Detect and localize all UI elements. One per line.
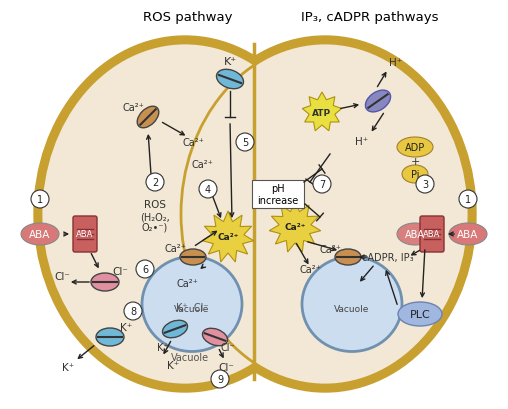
Text: Pi: Pi xyxy=(411,170,419,180)
Text: 7: 7 xyxy=(319,180,325,189)
Ellipse shape xyxy=(137,107,159,128)
Text: Ca²⁺: Ca²⁺ xyxy=(176,278,198,288)
Ellipse shape xyxy=(142,257,242,352)
Text: K⁺: K⁺ xyxy=(224,57,237,67)
Ellipse shape xyxy=(398,302,442,326)
Circle shape xyxy=(211,370,229,388)
Text: Vacuole: Vacuole xyxy=(174,305,210,314)
Ellipse shape xyxy=(180,249,206,265)
Text: K⁺: K⁺ xyxy=(167,360,179,370)
Text: H⁺: H⁺ xyxy=(356,137,369,147)
Ellipse shape xyxy=(21,223,59,245)
Text: 1: 1 xyxy=(465,195,471,204)
Ellipse shape xyxy=(96,328,124,346)
Ellipse shape xyxy=(402,166,428,184)
Ellipse shape xyxy=(216,70,243,90)
Ellipse shape xyxy=(91,273,119,291)
Ellipse shape xyxy=(365,91,391,112)
Circle shape xyxy=(236,134,254,152)
Text: +: + xyxy=(410,157,420,166)
Ellipse shape xyxy=(203,328,228,346)
Ellipse shape xyxy=(397,223,433,245)
Text: Ca²⁺: Ca²⁺ xyxy=(217,233,239,242)
Text: PLC: PLC xyxy=(409,309,430,319)
Text: Ca²⁺: Ca²⁺ xyxy=(182,138,204,148)
Text: 5: 5 xyxy=(242,138,248,148)
Text: Vacuole: Vacuole xyxy=(334,305,370,314)
Text: ABA: ABA xyxy=(405,229,425,239)
Text: ATP: ATP xyxy=(312,108,332,117)
Text: ABA: ABA xyxy=(423,230,440,239)
Text: Cl⁻: Cl⁻ xyxy=(112,266,128,276)
Text: ROS pathway: ROS pathway xyxy=(143,11,233,25)
Circle shape xyxy=(416,175,434,193)
Text: IP₃, cADPR pathways: IP₃, cADPR pathways xyxy=(301,11,439,25)
Text: 2: 2 xyxy=(152,178,158,188)
Text: Ca²⁺: Ca²⁺ xyxy=(284,223,306,232)
Polygon shape xyxy=(302,93,342,131)
Text: 4: 4 xyxy=(205,184,211,195)
Circle shape xyxy=(199,180,217,198)
Ellipse shape xyxy=(335,249,361,265)
FancyBboxPatch shape xyxy=(252,180,304,209)
Ellipse shape xyxy=(41,44,329,385)
Circle shape xyxy=(146,173,164,191)
Ellipse shape xyxy=(302,257,402,352)
Text: 3: 3 xyxy=(422,180,428,189)
Text: K⁺: K⁺ xyxy=(62,362,74,372)
Ellipse shape xyxy=(397,138,433,157)
Text: Ca²⁺: Ca²⁺ xyxy=(299,264,321,274)
Text: Cl⁻: Cl⁻ xyxy=(220,342,235,352)
Circle shape xyxy=(124,302,142,320)
Ellipse shape xyxy=(34,37,336,392)
Text: ROS: ROS xyxy=(144,200,166,209)
Text: K⁺: K⁺ xyxy=(157,342,169,352)
Text: ABA: ABA xyxy=(29,229,51,239)
Text: 1: 1 xyxy=(37,195,43,204)
Text: Vacuole: Vacuole xyxy=(171,352,209,362)
Circle shape xyxy=(31,191,49,209)
Text: Ca²⁺: Ca²⁺ xyxy=(122,103,144,113)
Text: 9: 9 xyxy=(217,374,223,384)
Text: (H₂O₂,: (H₂O₂, xyxy=(140,213,170,222)
Text: 8: 8 xyxy=(130,306,136,316)
Ellipse shape xyxy=(163,321,187,338)
Text: O₂•⁻): O₂•⁻) xyxy=(142,222,168,232)
Text: K⁺: K⁺ xyxy=(120,322,132,332)
Text: Cl⁻: Cl⁻ xyxy=(218,362,234,372)
Polygon shape xyxy=(202,211,253,262)
Ellipse shape xyxy=(449,223,487,245)
Text: H⁺: H⁺ xyxy=(389,58,403,68)
Circle shape xyxy=(136,261,154,278)
Circle shape xyxy=(459,191,477,209)
Ellipse shape xyxy=(174,37,476,392)
Text: pH
increase: pH increase xyxy=(258,184,299,205)
Circle shape xyxy=(313,175,331,193)
Text: ADP: ADP xyxy=(405,143,425,153)
Text: cADPR, IP₃: cADPR, IP₃ xyxy=(362,252,414,262)
Text: Ca²⁺: Ca²⁺ xyxy=(319,245,341,254)
FancyBboxPatch shape xyxy=(420,216,444,252)
Text: K⁺  Cl⁻: K⁺ Cl⁻ xyxy=(176,302,208,312)
Text: Ca²⁺: Ca²⁺ xyxy=(164,243,186,254)
Text: Cl⁻: Cl⁻ xyxy=(54,271,70,281)
FancyBboxPatch shape xyxy=(73,216,97,252)
Polygon shape xyxy=(269,202,321,252)
Text: ABA: ABA xyxy=(457,229,479,239)
Text: 6: 6 xyxy=(142,264,148,274)
Text: Ca²⁺: Ca²⁺ xyxy=(191,160,213,170)
Ellipse shape xyxy=(181,44,469,385)
Text: ABA: ABA xyxy=(76,230,93,239)
